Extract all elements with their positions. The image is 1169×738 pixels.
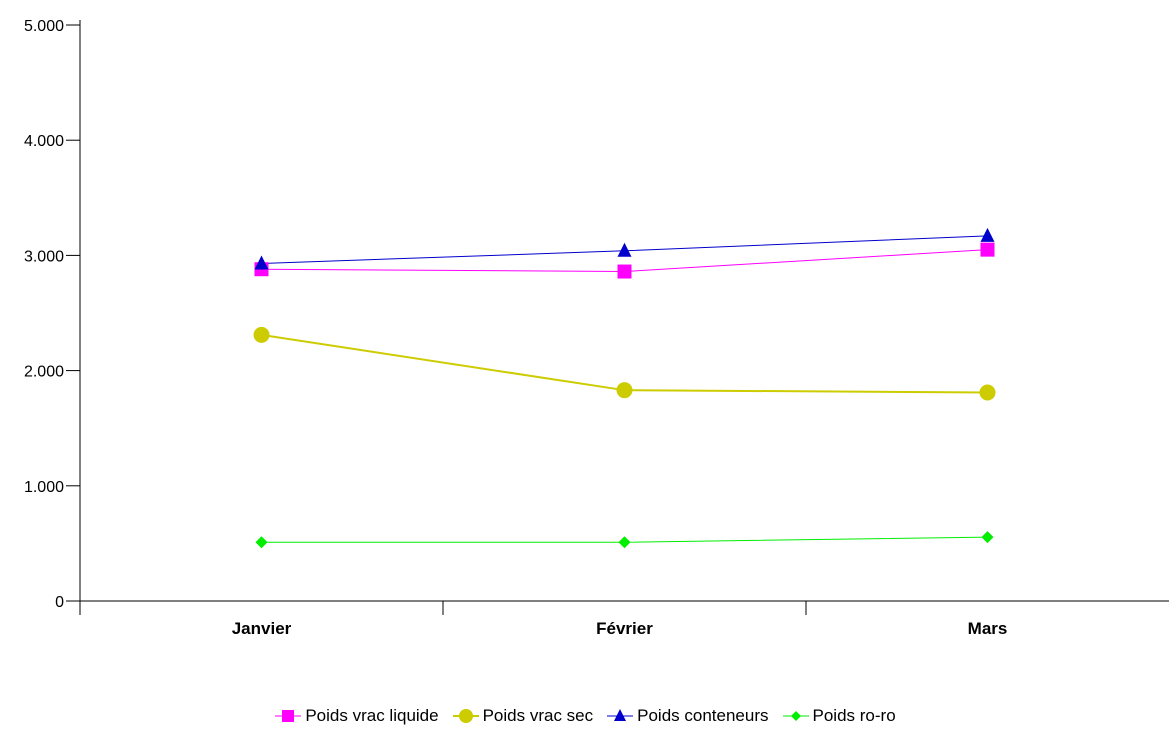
legend-swatch: [782, 711, 809, 721]
circle-marker: [253, 326, 270, 343]
y-tick-label: 0: [55, 594, 64, 611]
legend-item: Poids vrac liquide: [273, 706, 439, 726]
circle-marker: [458, 709, 473, 723]
diamond-marker: [790, 711, 801, 721]
legend-item: Poids conteneurs: [605, 706, 769, 726]
diamond-marker: [981, 531, 994, 544]
y-tick-label: 2.000: [24, 364, 64, 381]
legend-item: Poids vrac sec: [451, 706, 594, 726]
legend-label: Poids ro-ro: [812, 706, 896, 725]
legend-item: Poids ro-ro: [781, 706, 896, 726]
square-marker: [282, 710, 295, 722]
y-tick-label: 4.000: [24, 133, 64, 150]
legend-swatch: [452, 709, 479, 723]
triangle-marker: [980, 227, 995, 242]
circle-marker: [979, 384, 996, 401]
series-markers: [253, 227, 996, 549]
diamond-marker: [618, 536, 631, 549]
legend-label: Poids conteneurs: [637, 706, 769, 725]
triangle-marker: [614, 709, 627, 721]
y-tick-label: 5.000: [24, 18, 64, 35]
diamond-marker: [255, 536, 268, 549]
legend-swatch: [607, 709, 634, 721]
x-category-label: Janvier: [232, 619, 292, 638]
legend: Poids vrac liquide Poids vrac sec Poids co…: [0, 706, 1169, 726]
circle-marker: [616, 382, 633, 399]
legend-label: Poids vrac sec: [482, 706, 594, 725]
square-marker: [980, 242, 995, 257]
triangle-marker: [254, 255, 269, 270]
x-category-label: Février: [596, 619, 653, 638]
legend-label: Poids vrac liquide: [305, 706, 439, 725]
x-category-label: Mars: [968, 619, 1008, 638]
axes: 0 1.000 2.000 3.000 4.000 5.000 Janvier Février…: [24, 18, 1169, 638]
triangle-marker: [617, 242, 632, 257]
square-marker: [617, 264, 632, 279]
y-tick-label: 3.000: [24, 248, 64, 265]
legend-swatch: [275, 710, 302, 722]
y-tick-label: 1.000: [24, 479, 64, 496]
